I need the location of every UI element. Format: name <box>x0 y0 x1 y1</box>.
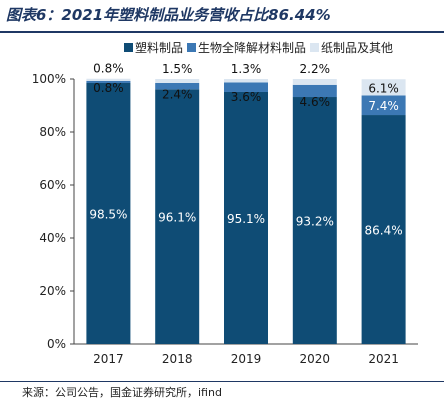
legend-swatch-paper <box>310 42 320 52</box>
stacked-bar-chart: 0% 20% 40% 60% 80% 100% 2017 98.5% 0.8% 0.8% 2018 9… <box>32 62 418 366</box>
bar-segment-0 <box>155 89 200 345</box>
x-tick-label: 2020 <box>300 352 331 366</box>
chart-title: 图表6：2021年塑料制品业务营收占比86.44% <box>6 6 331 24</box>
bar-segment-1 <box>224 82 268 92</box>
bar-segment-2 <box>361 79 406 96</box>
bar-segment-1 <box>361 95 406 116</box>
bar-segment-0 <box>292 97 337 345</box>
data-label: 1.5% <box>162 62 193 76</box>
data-label: 3.6% <box>231 90 262 104</box>
legend-swatch-plastic <box>124 42 133 52</box>
bar-segment-1 <box>155 82 200 90</box>
bar-segment-0 <box>361 115 406 344</box>
data-label: 98.5% <box>89 207 127 221</box>
y-tick-label: 40% <box>39 231 66 245</box>
bar-segment-2 <box>155 79 200 83</box>
bar-segment-2 <box>86 78 131 81</box>
x-tick-label: 2017 <box>93 352 124 366</box>
y-tick-label: 0% <box>47 337 66 351</box>
data-label: 7.4% <box>368 99 399 113</box>
source-note: 来源：公司公告，国金证券研究所，ifind <box>22 386 222 399</box>
legend-item-paper: 纸制品及其他 <box>310 39 393 56</box>
legend-label-plastic: 塑料制品 <box>135 40 184 55</box>
data-label: 1.3% <box>231 62 262 76</box>
y-tick-label: 80% <box>39 125 66 139</box>
legend-label-biodegradable: 生物全降解材料制品 <box>198 40 307 55</box>
title-divider <box>0 31 444 33</box>
x-tick-label: 2019 <box>231 352 262 366</box>
legend-item-plastic: 塑料制品 <box>124 39 183 56</box>
bar-segment-0 <box>224 91 268 344</box>
data-label: 6.1% <box>368 81 399 95</box>
data-label: 2.4% <box>162 87 193 101</box>
bar-segment-1 <box>86 80 131 83</box>
legend-label-paper: 纸制品及其他 <box>321 40 394 55</box>
y-tick-label: 100% <box>32 72 66 86</box>
x-tick-label: 2021 <box>368 352 399 366</box>
data-label: 96.1% <box>158 211 196 225</box>
data-label: 2.2% <box>300 62 331 76</box>
data-label: 86.4% <box>365 224 403 238</box>
legend-item-biodegradable: 生物全降解材料制品 <box>187 39 306 56</box>
bar-segment-2 <box>224 79 268 83</box>
legend-swatch-biodegradable <box>187 42 197 52</box>
data-label: 0.8% <box>93 62 124 76</box>
x-tick-label: 2018 <box>162 352 193 366</box>
chart-legend: 塑料制品 生物全降解材料制品 纸制品及其他 <box>124 38 397 56</box>
data-label: 4.6% <box>300 95 331 109</box>
bar-segment-2 <box>292 79 337 85</box>
data-label: 93.2% <box>296 215 334 229</box>
data-label: 95.1% <box>227 212 265 226</box>
y-tick-label: 20% <box>39 284 66 298</box>
bar-segment-0 <box>86 82 131 344</box>
bar-segment-1 <box>292 84 337 98</box>
data-label: 0.8% <box>93 81 124 95</box>
source-divider <box>0 381 444 382</box>
y-tick-label: 60% <box>39 178 66 192</box>
